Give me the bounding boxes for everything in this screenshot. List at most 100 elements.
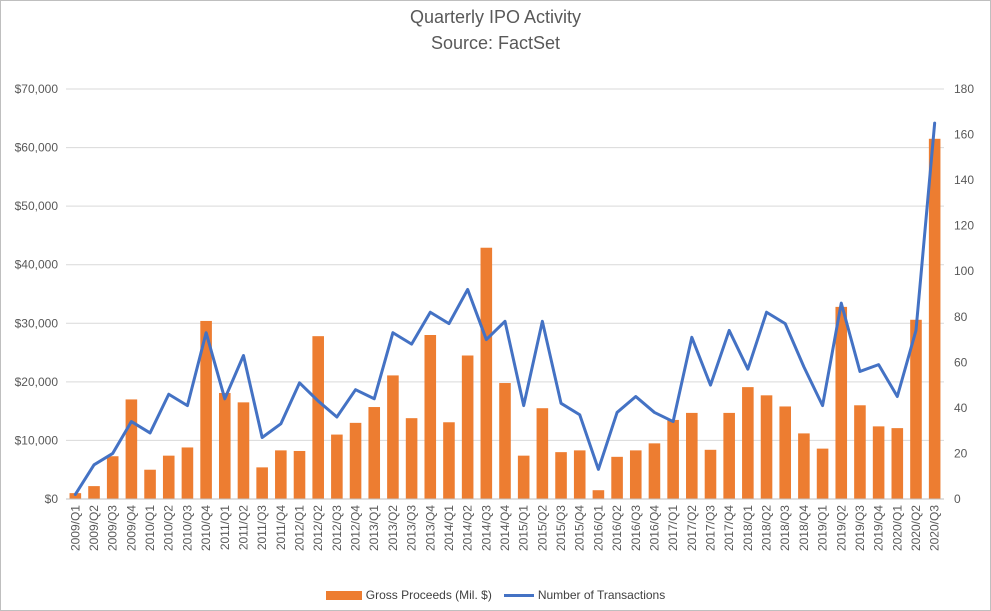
bar — [592, 490, 605, 499]
bar — [760, 395, 773, 499]
y-right-tick-label: 40 — [954, 401, 968, 415]
bar — [349, 422, 362, 499]
x-tick-label: 2019/Q1 — [816, 505, 830, 551]
bar — [293, 450, 306, 499]
x-tick-label: 2014/Q1 — [442, 505, 456, 551]
bar — [835, 306, 848, 499]
x-tick-label: 2014/Q3 — [479, 505, 493, 551]
bar — [331, 434, 343, 499]
legend-swatch-bar — [325, 590, 362, 600]
chart-subtitle: Source: FactSet — [430, 33, 561, 53]
x-tick-label: 2014/Q4 — [498, 505, 512, 551]
y-right-tick-label: 80 — [954, 310, 968, 324]
chart-title: Quarterly IPO Activity — [409, 7, 582, 27]
bar — [891, 428, 904, 499]
bar — [499, 383, 511, 499]
y-right-tick-label: 20 — [954, 446, 968, 460]
x-tick-label: 2018/Q3 — [778, 505, 792, 551]
y-right-tick-label: 160 — [954, 128, 974, 142]
bar — [237, 402, 250, 499]
x-tick-label: 2009/Q3 — [106, 505, 120, 551]
y-left-tick-label: $10,000 — [15, 433, 59, 447]
x-tick-label: 2012/Q2 — [311, 505, 325, 551]
bar — [125, 399, 138, 499]
bar — [162, 455, 175, 499]
legend-swatch-line — [503, 593, 534, 597]
x-tick-label: 2010/Q4 — [199, 505, 213, 551]
legend-item-transactions: Number of Transactions — [503, 588, 665, 602]
y-left-tick-label: $0 — [45, 492, 59, 506]
legend: Gross Proceeds (Mil. $) Number of Transa… — [0, 588, 991, 602]
x-tick-label: 2018/Q4 — [797, 505, 811, 551]
y-left-tick-label: $30,000 — [15, 316, 59, 330]
y-left-tick-label: $70,000 — [15, 82, 59, 96]
y-right-tick-label: 180 — [954, 82, 974, 96]
bar — [312, 336, 324, 499]
bar — [536, 408, 549, 499]
bar — [611, 456, 623, 499]
x-tick-label: 2017/Q1 — [666, 505, 680, 551]
x-tick-label: 2019/Q4 — [872, 505, 886, 551]
x-tick-label: 2010/Q3 — [180, 505, 194, 551]
y-right-tick-label: 140 — [954, 173, 974, 187]
x-tick-label: 2017/Q2 — [685, 505, 699, 551]
bar — [387, 375, 399, 499]
x-tick-label: 2010/Q2 — [162, 505, 176, 551]
legend-label-proceeds: Gross Proceeds (Mil. $) — [365, 588, 492, 602]
x-tick-label: 2012/Q3 — [330, 505, 344, 551]
x-tick-label: 2015/Q4 — [573, 505, 587, 551]
x-tick-label: 2017/Q3 — [703, 505, 717, 551]
x-tick-label: 2015/Q2 — [535, 505, 549, 551]
x-tick-label: 2016/Q1 — [591, 505, 605, 551]
x-tick-label: 2009/Q2 — [87, 505, 101, 551]
bar — [723, 412, 735, 499]
legend-item-proceeds: Gross Proceeds (Mil. $) — [325, 588, 492, 602]
x-tick-label: 2012/Q4 — [349, 505, 363, 551]
bar — [69, 493, 82, 499]
bar — [200, 320, 212, 499]
x-tick-label: 2016/Q4 — [647, 505, 661, 551]
x-tick-label: 2017/Q4 — [722, 505, 736, 551]
x-tick-label: 2020/Q2 — [909, 505, 923, 551]
y-right-tick-label: 60 — [954, 355, 968, 369]
x-tick-label: 2019/Q3 — [853, 505, 867, 551]
y-left-tick-label: $20,000 — [15, 375, 59, 389]
bar — [218, 392, 231, 499]
chart-title-block: Quarterly IPO Activity Source: FactSet — [0, 4, 991, 56]
y-right-tick-label: 0 — [954, 492, 961, 506]
bar — [443, 422, 455, 499]
x-tick-label: 2010/Q1 — [143, 505, 157, 551]
x-tick-label: 2009/Q1 — [68, 505, 82, 551]
x-tick-label: 2009/Q4 — [124, 505, 138, 551]
x-tick-label: 2013/Q3 — [405, 505, 419, 551]
x-tick-label: 2019/Q2 — [834, 505, 848, 551]
y-right-tick-label: 100 — [954, 264, 974, 278]
bar — [779, 406, 792, 499]
x-tick-label: 2015/Q1 — [517, 505, 531, 551]
x-tick-label: 2011/Q4 — [274, 505, 288, 550]
x-tick-label: 2016/Q3 — [629, 505, 643, 551]
bar — [629, 450, 642, 499]
bar — [424, 335, 437, 499]
bar — [88, 486, 100, 499]
x-tick-label: 2016/Q2 — [610, 505, 624, 551]
bar — [686, 412, 698, 499]
x-tick-label: 2018/Q2 — [760, 505, 774, 551]
x-tick-label: 2011/Q1 — [218, 505, 232, 550]
x-tick-label: 2013/Q4 — [423, 505, 437, 551]
bar — [106, 456, 119, 499]
x-tick-label: 2018/Q1 — [741, 505, 755, 551]
bar — [798, 433, 810, 499]
x-tick-label: 2015/Q3 — [554, 505, 568, 551]
bar — [517, 455, 530, 499]
x-tick-label: 2014/Q2 — [461, 505, 475, 551]
bar — [742, 387, 754, 499]
x-tick-label: 2011/Q3 — [255, 505, 269, 550]
bar — [648, 443, 661, 499]
y-right-tick-label: 120 — [954, 219, 974, 233]
bar — [368, 407, 381, 499]
x-tick-label: 2011/Q2 — [236, 505, 250, 550]
bar — [405, 418, 418, 499]
